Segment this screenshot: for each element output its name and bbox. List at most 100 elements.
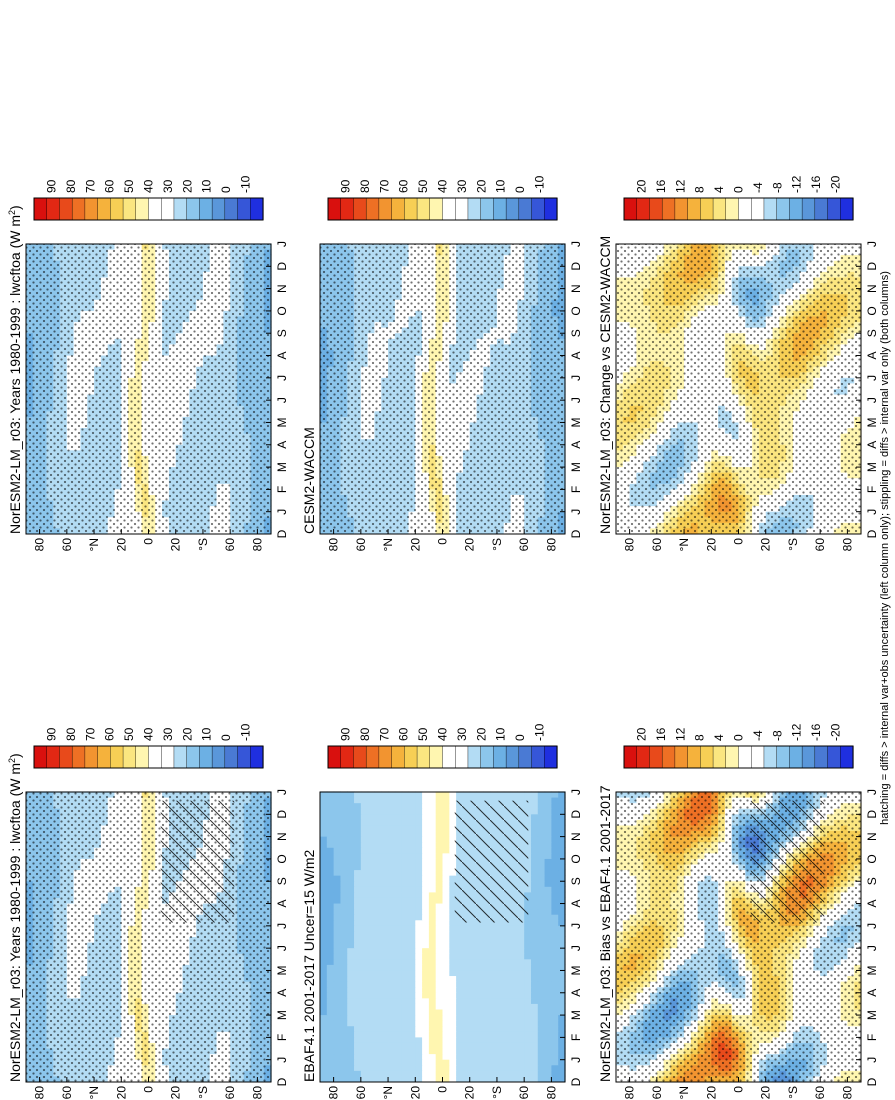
heatmap-cell	[394, 1064, 403, 1071]
heatmap-cell	[503, 936, 512, 943]
heatmap-cell	[401, 969, 410, 977]
heatmap-cell	[360, 975, 369, 982]
heatmap-cell	[537, 986, 546, 993]
heatmap-cell	[551, 953, 559, 960]
heatmap-cell	[551, 930, 559, 937]
heatmap-cell	[462, 975, 471, 982]
heatmap-cell	[354, 969, 362, 977]
heatmap-cell	[449, 992, 457, 999]
heatmap-cell	[360, 953, 369, 960]
heatmap-cell	[524, 1047, 532, 1055]
heatmap-cell	[381, 953, 389, 960]
heatmap-cell	[388, 958, 396, 965]
x-tick-label: J	[275, 241, 289, 247]
heatmap-cell	[510, 1075, 518, 1082]
heatmap-cell	[462, 1020, 471, 1027]
heatmap-cell	[367, 1036, 376, 1043]
colorbar-segment	[46, 745, 61, 769]
heatmap-cell	[462, 953, 471, 960]
heatmap-cell	[530, 1014, 539, 1021]
heatmap-cell	[435, 1070, 444, 1077]
heatmap-cell	[415, 1047, 423, 1055]
heatmap-cell	[388, 975, 396, 982]
heatmap-cell	[462, 1070, 471, 1077]
heatmap-cell	[537, 919, 546, 926]
heatmap-cell	[326, 941, 335, 949]
heatmap-cell	[517, 992, 525, 999]
heatmap-cell	[503, 1047, 512, 1055]
heatmap-cell	[408, 1047, 416, 1055]
heatmap-cell	[326, 1036, 335, 1043]
heatmap-cell	[401, 986, 410, 993]
heatmap-cell	[435, 975, 444, 982]
heatmap-cell	[347, 908, 355, 915]
heatmap-cell	[530, 1031, 539, 1038]
y-tick-label: 0	[142, 538, 156, 545]
heatmap-cell	[483, 947, 491, 954]
x-tick-label: A	[275, 900, 289, 908]
heatmap-cell	[360, 936, 369, 943]
heatmap-cell	[381, 1042, 389, 1049]
heatmap-cell	[354, 947, 362, 954]
heatmap-cell	[333, 1014, 342, 1021]
heatmap-cell	[401, 981, 410, 988]
heatmap-cell	[510, 975, 518, 982]
heatmap-cell	[456, 930, 464, 937]
heatmap-cell	[326, 975, 335, 982]
heatmap-cell	[388, 1070, 396, 1077]
heatmap-cell	[415, 1031, 423, 1038]
heatmap-cell	[422, 1008, 430, 1016]
heatmap-cell	[408, 941, 416, 949]
heatmap-cell	[469, 1047, 478, 1055]
heatmap-cell	[422, 958, 430, 965]
heatmap-cell	[462, 992, 471, 999]
heatmap-cell	[544, 953, 552, 960]
colorbar-segment	[186, 745, 200, 769]
heatmap-cell	[510, 930, 518, 937]
heatmap-cell	[388, 947, 396, 954]
heatmap-cell	[456, 1047, 464, 1055]
colorbar-segment	[250, 197, 264, 221]
heatmap-cell	[449, 1020, 457, 1027]
heatmap-cell	[490, 1036, 498, 1043]
heatmap-cell	[360, 997, 369, 1004]
colorbar-segment	[110, 745, 124, 769]
heatmap-cell	[428, 1036, 437, 1043]
heatmap-cell	[422, 969, 430, 977]
heatmap-cell	[544, 964, 552, 971]
heatmap-cell	[449, 930, 457, 937]
heatmap-cell	[326, 964, 335, 971]
heatmap-cell	[401, 1059, 410, 1066]
heatmap-cell	[462, 925, 471, 932]
heatmap-cell	[449, 1014, 457, 1021]
x-tick-label: D	[275, 1077, 289, 1086]
heatmap-cell	[367, 1047, 376, 1055]
heatmap-cell	[367, 958, 376, 965]
heatmap-cell	[367, 1020, 376, 1027]
heatmap-cell	[510, 1047, 518, 1055]
heatmap-cell	[435, 1008, 444, 1016]
heatmap-cell	[428, 964, 437, 971]
heatmap-cell	[551, 1070, 559, 1077]
heatmap-cell	[503, 947, 512, 954]
heatmap-cell	[435, 930, 444, 937]
heatmap-cell	[394, 1036, 403, 1043]
colorbar-segment	[33, 197, 48, 221]
heatmap-cell	[381, 969, 389, 977]
heatmap-cell	[483, 925, 491, 932]
heatmap-cell	[558, 1020, 566, 1027]
heatmap-cell	[374, 997, 382, 1004]
heatmap-cell	[340, 1014, 348, 1021]
colorbar-segment	[84, 197, 99, 221]
colorbar-label: 40	[142, 727, 156, 741]
heatmap-cell	[530, 947, 539, 954]
heatmap-cell	[476, 930, 484, 937]
x-tick-label: J	[275, 397, 289, 403]
heatmap-cell	[401, 964, 410, 971]
heatmap-cell	[428, 1075, 437, 1082]
heatmap-cell	[360, 958, 369, 965]
heatmap-cell	[544, 1003, 552, 1010]
heatmap-cell	[510, 986, 518, 993]
colorbar-label: 20	[180, 179, 194, 193]
heatmap-cell	[483, 1070, 491, 1077]
